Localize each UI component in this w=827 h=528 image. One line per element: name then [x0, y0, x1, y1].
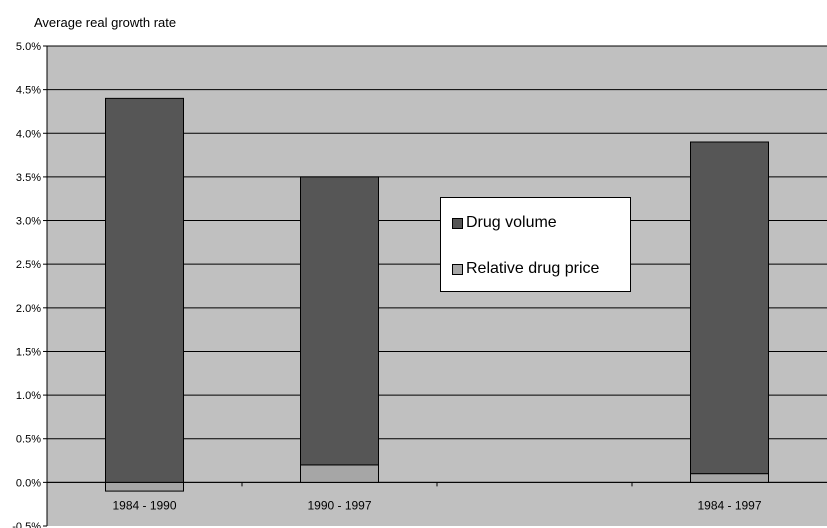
y-tick-label: 1.5%: [16, 346, 41, 358]
bar-relative-drug-price: [690, 473, 769, 483]
x-tick-label: 1984 - 1997: [697, 498, 761, 512]
legend-swatch-drug-volume: [452, 217, 463, 229]
bar-drug-volume: [300, 176, 379, 466]
y-tick-label: 2.5%: [16, 259, 41, 271]
y-tick-label: 3.5%: [16, 172, 41, 184]
bar-relative-drug-price: [300, 464, 379, 483]
y-axis-title: Average real growth rate: [34, 15, 177, 30]
x-tick-label: 1984 - 1990: [112, 498, 176, 512]
y-tick-label: 4.5%: [16, 85, 41, 97]
y-tick-label: 5.0%: [16, 41, 41, 53]
bar-relative-drug-price: [105, 481, 184, 492]
legend: Drug volume Relative drug price: [440, 197, 631, 292]
y-tick-label: 0.0%: [16, 477, 41, 489]
x-tick-label: 1990 - 1997: [307, 498, 371, 512]
legend-label-relative-drug-price: Relative drug price: [466, 260, 600, 277]
y-tick-label: 4.0%: [16, 128, 41, 140]
y-tick-label: 1.0%: [16, 390, 41, 402]
bar-drug-volume: [690, 141, 769, 475]
legend-swatch-relative-drug-price: [452, 263, 463, 275]
bar-drug-volume: [105, 97, 184, 483]
legend-item-relative-drug-price: Relative drug price: [452, 260, 599, 278]
legend-item-drug-volume: Drug volume: [452, 214, 557, 232]
y-tick-label: -0.5%: [12, 521, 41, 528]
legend-label-drug-volume: Drug volume: [466, 214, 557, 231]
y-tick-label: 2.0%: [16, 303, 41, 315]
y-tick-label: 0.5%: [16, 434, 41, 446]
y-tick-label: 3.0%: [16, 216, 41, 228]
